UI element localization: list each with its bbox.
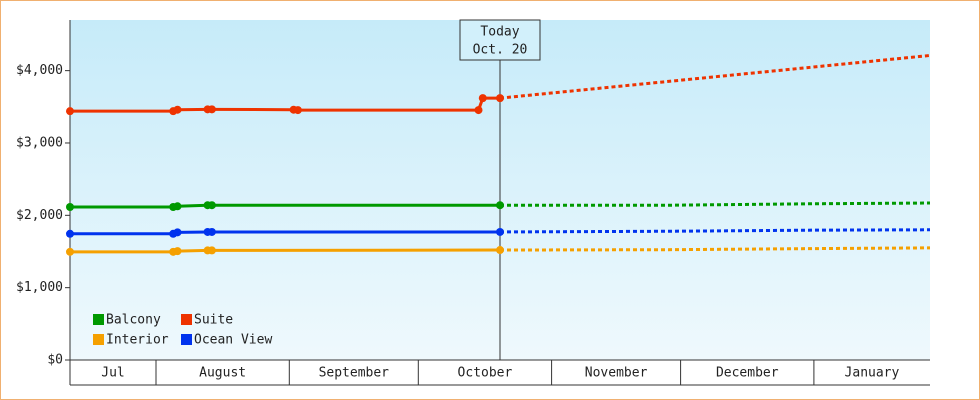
y-tick-label: $3,000 bbox=[16, 135, 63, 150]
point bbox=[496, 246, 504, 255]
x-tick-label: September bbox=[319, 366, 390, 381]
legend-label: Interior bbox=[106, 333, 169, 348]
today-box bbox=[459, 19, 541, 61]
series-line bbox=[70, 248, 501, 254]
point bbox=[173, 228, 182, 237]
point bbox=[474, 106, 483, 115]
forecast-line bbox=[500, 201, 931, 207]
point bbox=[66, 203, 74, 211]
point bbox=[207, 201, 216, 210]
x-tick-label: Jul bbox=[101, 366, 124, 381]
y-tick-label: $0 bbox=[47, 353, 63, 368]
point bbox=[207, 227, 216, 236]
point bbox=[496, 201, 504, 210]
forecast-line bbox=[499, 53, 931, 100]
forecast-line bbox=[499, 228, 931, 234]
x-tick-label: August bbox=[199, 366, 246, 381]
point bbox=[173, 247, 182, 256]
today-date: Oct. 20 bbox=[473, 43, 528, 58]
legend-label: Balcony bbox=[106, 313, 161, 328]
series-line bbox=[70, 203, 500, 209]
point bbox=[496, 94, 504, 103]
point bbox=[66, 107, 74, 116]
y-tick-label: $4,000 bbox=[16, 63, 63, 78]
x-tick-label: January bbox=[845, 366, 900, 381]
point bbox=[173, 202, 182, 211]
point bbox=[207, 105, 216, 114]
legend-label: Ocean View bbox=[194, 333, 272, 348]
forecast-line bbox=[499, 246, 931, 252]
point bbox=[496, 227, 504, 236]
x-tick-label: November bbox=[585, 366, 648, 381]
point bbox=[293, 106, 302, 115]
series-line bbox=[70, 230, 500, 236]
point bbox=[478, 94, 487, 103]
legend-swatch bbox=[93, 314, 104, 325]
point bbox=[66, 229, 74, 238]
legend-swatch bbox=[181, 334, 192, 345]
point bbox=[66, 247, 74, 256]
today-label: Today bbox=[480, 25, 519, 40]
x-tick-label: December bbox=[716, 366, 779, 381]
point bbox=[207, 246, 216, 255]
legend-swatch bbox=[181, 314, 192, 325]
legend-swatch bbox=[93, 334, 104, 345]
legend-label: Suite bbox=[194, 313, 233, 328]
x-tick-label: October bbox=[458, 366, 513, 381]
point bbox=[173, 105, 182, 114]
y-tick-label: $2,000 bbox=[16, 208, 63, 223]
y-tick-label: $1,000 bbox=[16, 280, 63, 295]
